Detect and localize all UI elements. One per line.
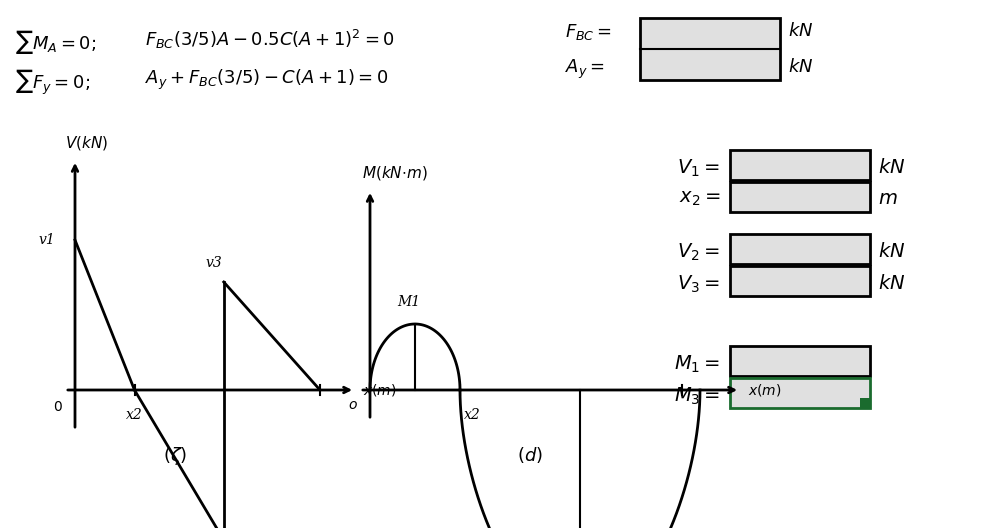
Text: v1: v1	[39, 233, 55, 247]
Text: v3: v3	[205, 256, 222, 270]
Text: $V_1=$: $V_1=$	[677, 158, 720, 180]
Text: $M_1=$: $M_1=$	[674, 354, 720, 375]
Text: $M(kN{\cdot}m)$: $M(kN{\cdot}m)$	[362, 164, 428, 182]
Text: $kN$: $kN$	[878, 242, 906, 261]
Text: $kN$: $kN$	[788, 22, 814, 40]
Text: $m$: $m$	[878, 190, 898, 208]
Text: $\sum M_A=0;$: $\sum M_A=0;$	[15, 28, 96, 56]
Text: x2: x2	[464, 408, 481, 422]
Bar	[730, 234, 870, 264]
Text: $0$: $0$	[54, 400, 63, 414]
Bar	[730, 182, 870, 212]
Text: $A_y+F_{BC}(3/5)-C(A+1)=0$: $A_y+F_{BC}(3/5)-C(A+1)=0$	[145, 68, 388, 92]
Bar	[730, 266, 870, 296]
Text: $F_{BC}=$: $F_{BC}=$	[565, 22, 611, 42]
Text: M1: M1	[397, 295, 420, 309]
Text: $V_3=$: $V_3=$	[677, 274, 720, 295]
Text: $(d)$: $(d)$	[517, 445, 543, 465]
Text: $(\zeta)$: $(\zeta)$	[163, 445, 187, 467]
Text: $x(m)$: $x(m)$	[748, 382, 782, 398]
Bar	[640, 18, 780, 80]
Text: $kN$: $kN$	[878, 158, 906, 177]
Text: $V_2=$: $V_2=$	[677, 242, 720, 263]
Text: $x_2=$: $x_2=$	[679, 190, 720, 209]
Text: $o$: $o$	[348, 398, 358, 412]
Text: $V(kN)$: $V(kN)$	[65, 134, 108, 152]
Bar	[730, 378, 870, 408]
Text: $A_y=$: $A_y=$	[565, 58, 605, 81]
Text: $F_{BC}(3/5)A-0.5C(A+1)^2=0$: $F_{BC}(3/5)A-0.5C(A+1)^2=0$	[145, 28, 394, 51]
Text: x2: x2	[126, 408, 143, 422]
Text: $M_3=$: $M_3=$	[674, 386, 720, 407]
Text: $kN$: $kN$	[788, 58, 814, 76]
Bar	[730, 346, 870, 376]
Bar	[730, 150, 870, 180]
Bar	[860, 398, 870, 408]
Text: $x(m)$: $x(m)$	[363, 382, 396, 398]
Text: $\sum F_y=0;$: $\sum F_y=0;$	[15, 68, 90, 97]
Text: $kN$: $kN$	[878, 274, 906, 293]
